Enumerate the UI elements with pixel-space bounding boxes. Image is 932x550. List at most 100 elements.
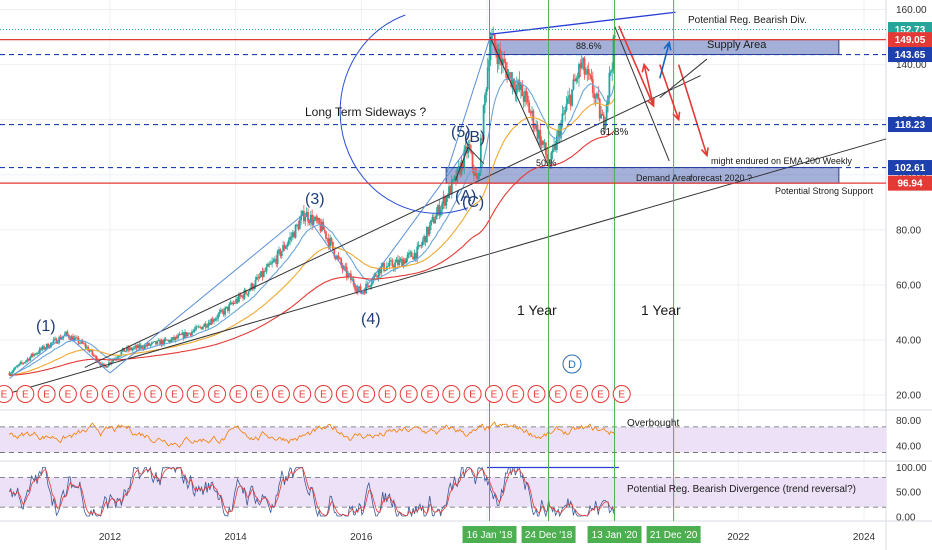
earnings-marker[interactable]: E [612, 385, 631, 403]
candle [267, 262, 269, 268]
date-tag-label: 21 Dec '20 [650, 530, 698, 541]
earnings-marker[interactable]: E [484, 385, 503, 403]
earnings-marker[interactable]: E [548, 385, 567, 403]
candle [419, 244, 421, 248]
elliott-wave-segment[interactable] [109, 212, 306, 374]
rising-resistance-line[interactable] [659, 58, 708, 99]
candle [520, 83, 522, 99]
red-arrow-down-3[interactable] [677, 64, 709, 158]
candle [428, 221, 431, 237]
price-tag-label: 102.61 [895, 163, 926, 174]
candle [420, 242, 423, 249]
candle [521, 79, 524, 97]
candle [318, 217, 320, 225]
earnings-marker[interactable]: E [527, 385, 546, 403]
red-arrow-small[interactable] [641, 62, 655, 107]
candle [177, 332, 179, 341]
candle [532, 108, 535, 135]
levels-layer [0, 29, 886, 184]
earnings-label: E [192, 390, 199, 401]
earnings-marker[interactable]: E [122, 385, 141, 403]
candle [146, 342, 149, 348]
candle [186, 332, 189, 337]
candle [181, 329, 184, 336]
candle [12, 368, 15, 373]
price-axis-label: 80.00 [896, 225, 921, 236]
candle [286, 241, 289, 250]
candle [600, 106, 602, 119]
price-tag: 96.94 [888, 175, 932, 191]
fib-retracement-line[interactable] [489, 36, 550, 167]
long-term-support-trendline[interactable] [3, 138, 887, 396]
earnings-marker[interactable]: E [208, 385, 226, 403]
candle [56, 341, 59, 345]
candle [155, 341, 157, 347]
abc-line[interactable] [467, 146, 485, 165]
candle [220, 307, 222, 314]
candle [430, 219, 432, 231]
earnings-marker[interactable]: E [399, 385, 418, 403]
candle [529, 109, 532, 117]
earnings-marker[interactable]: E [357, 385, 376, 403]
elliott-wave-segment[interactable] [9, 334, 67, 379]
earnings-marker[interactable]: E [378, 385, 397, 403]
earnings-marker[interactable]: E [101, 385, 120, 403]
earnings-marker[interactable]: E [165, 385, 184, 403]
date-tags: 16 Jan '18 24 Dec '18 13 Jan '20 21 Dec '20 [462, 526, 701, 543]
earnings-marker[interactable]: E [314, 385, 333, 403]
projection-line[interactable] [614, 25, 670, 162]
candle [128, 345, 131, 352]
candle [185, 331, 188, 338]
earnings-label: E [214, 390, 221, 401]
annotation-fib-886: 88.6% [576, 41, 602, 51]
stoch-d-line [9, 467, 616, 517]
earnings-marker[interactable]: E [591, 385, 610, 403]
earnings-marker[interactable]: E [271, 385, 290, 403]
candle [175, 334, 178, 340]
earnings-marker[interactable]: E [463, 385, 482, 403]
elliott-wave-segment[interactable] [304, 212, 362, 294]
abc-line[interactable] [455, 147, 469, 181]
red-arrow-down-2[interactable] [659, 64, 681, 122]
candle [15, 365, 18, 368]
wave-label-3: (3) [305, 191, 325, 208]
elliott-wave-segment[interactable] [65, 334, 111, 374]
earnings-marker[interactable]: E [186, 385, 205, 403]
bearish-divergence-line[interactable] [490, 11, 676, 35]
wave-5-channel[interactable] [445, 36, 491, 175]
earnings-marker[interactable]: E [80, 385, 99, 403]
earnings-marker[interactable]: E [229, 385, 248, 403]
earnings-marker[interactable]: E [37, 385, 56, 403]
candle [199, 325, 202, 329]
earnings-marker[interactable]: E [421, 385, 439, 403]
blue-arrow-up[interactable] [659, 40, 672, 79]
earnings-marker[interactable]: E [0, 385, 13, 403]
annotation-one-year-b: 1 Year [641, 302, 681, 318]
earnings-marker[interactable]: E [506, 385, 525, 403]
candle [193, 326, 196, 334]
earnings-marker[interactable]: E [144, 385, 163, 403]
cycle-arc[interactable] [339, 14, 469, 214]
rsi-line [9, 421, 616, 448]
earnings-label: E [469, 390, 476, 401]
earnings-marker[interactable]: E [293, 385, 312, 403]
ema-fast-line [9, 77, 616, 376]
candle [383, 261, 385, 273]
candle [438, 199, 441, 220]
earnings-marker[interactable]: E [58, 385, 77, 403]
candle [157, 338, 160, 342]
earnings-marker[interactable]: E [570, 385, 589, 403]
candle [139, 342, 142, 351]
candle [150, 341, 153, 347]
earnings-marker[interactable]: E [16, 385, 35, 403]
earnings-marker[interactable]: E [442, 385, 461, 403]
candle [156, 340, 159, 345]
candle [379, 268, 381, 277]
earnings-marker[interactable]: E [250, 385, 269, 403]
elliott-wave-segment[interactable] [360, 146, 469, 294]
earnings-marker[interactable]: E [335, 385, 354, 403]
dividend-marker[interactable]: D [562, 354, 582, 374]
candle [83, 342, 85, 345]
candle [572, 74, 575, 91]
